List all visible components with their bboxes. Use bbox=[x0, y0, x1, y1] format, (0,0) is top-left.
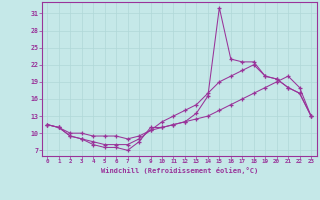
X-axis label: Windchill (Refroidissement éolien,°C): Windchill (Refroidissement éolien,°C) bbox=[100, 167, 258, 174]
